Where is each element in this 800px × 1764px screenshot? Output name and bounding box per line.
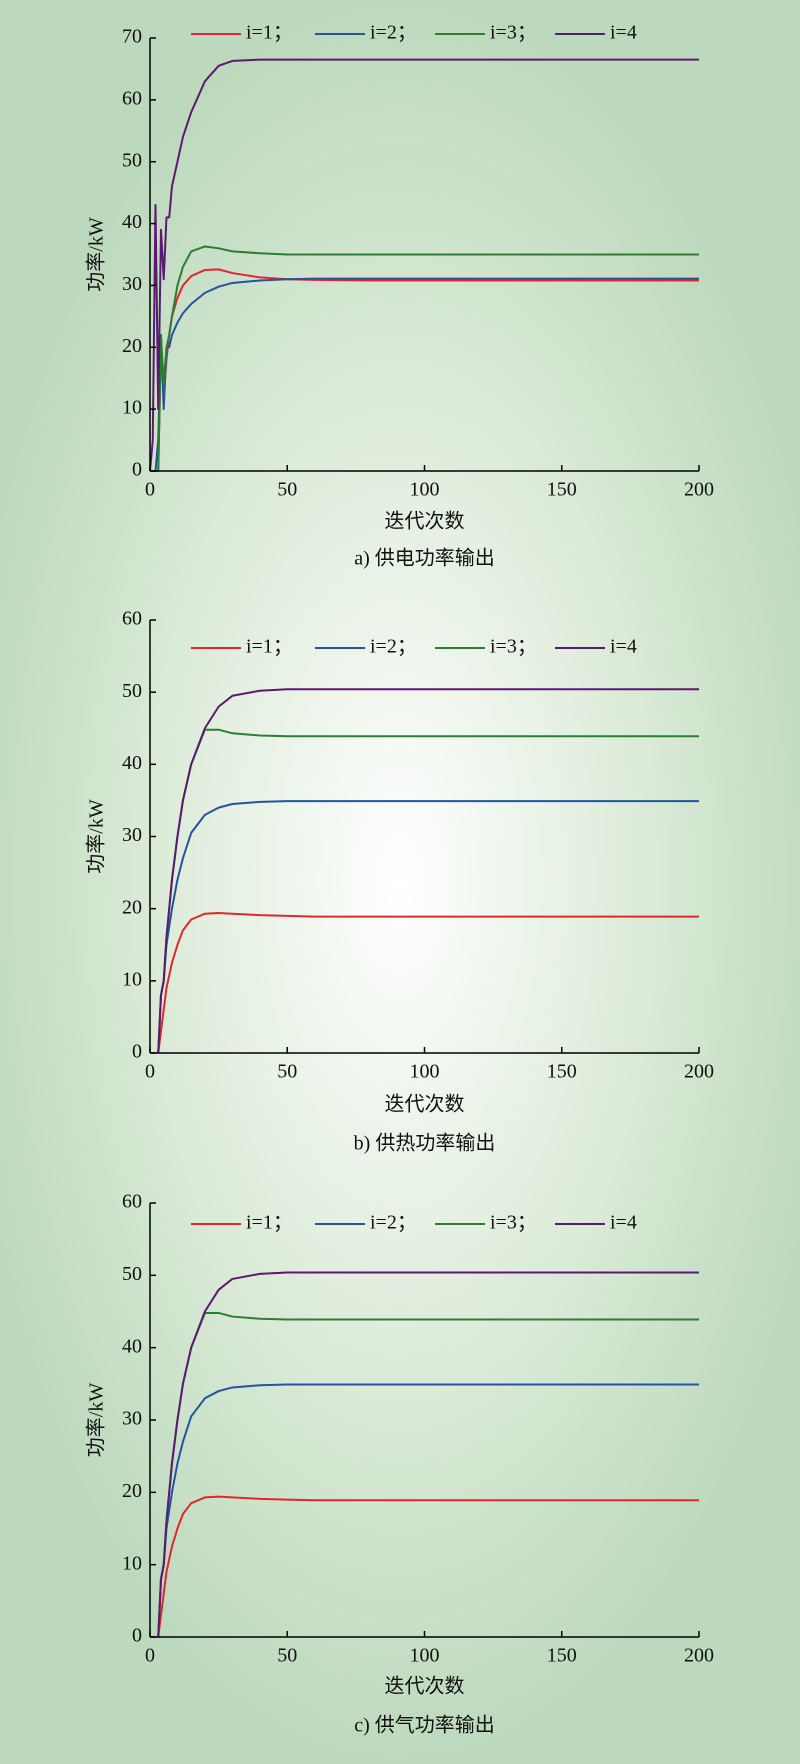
y-tick-label: 30 (122, 824, 142, 846)
y-tick-label: 50 (122, 149, 142, 171)
legend-label: i=1； (246, 636, 293, 658)
y-tick-label: 20 (122, 896, 142, 918)
x-tick-label: 50 (277, 1645, 297, 1667)
series-line (157, 1271, 699, 1638)
legend-label: i=2； (370, 22, 417, 44)
series-line (157, 1383, 699, 1638)
series-line (157, 1311, 699, 1638)
series-line (157, 728, 699, 1054)
y-tick-label: 60 (122, 87, 142, 109)
x-axis-label: 迭代次数 (385, 510, 465, 533)
y-tick-label: 10 (122, 397, 142, 419)
y-tick-label: 0 (132, 1625, 142, 1647)
y-axis-label: 功率/kW (85, 799, 108, 874)
y-tick-label: 50 (122, 1263, 142, 1285)
x-tick-label: 200 (684, 1645, 714, 1667)
series-line (157, 1495, 699, 1638)
legend-label: i=4 (610, 22, 637, 44)
y-tick-label: 50 (122, 680, 142, 702)
y-axis-label: 功率/kW (85, 1383, 108, 1458)
x-tick-label: 50 (277, 1061, 297, 1083)
x-axis-label: 迭代次数 (385, 1675, 465, 1698)
y-tick-label: 40 (122, 1335, 142, 1357)
y-tick-label: 20 (122, 1480, 142, 1502)
y-tick-label: 40 (122, 752, 142, 774)
series-line (150, 277, 699, 472)
x-tick-label: 50 (277, 479, 297, 501)
legend-label: i=2； (370, 636, 417, 658)
series-line (157, 912, 699, 1054)
legend-label: i=3； (490, 636, 537, 658)
x-axis-label: 迭代次数 (385, 1093, 465, 1116)
y-tick-label: 0 (132, 1041, 142, 1063)
x-tick-label: 0 (145, 1645, 155, 1667)
x-tick-label: 100 (410, 479, 440, 501)
legend-label: i=3； (490, 22, 537, 44)
y-tick-label: 40 (122, 211, 142, 233)
series-line (150, 268, 699, 472)
x-tick-label: 150 (547, 479, 577, 501)
y-tick-label: 30 (122, 1408, 142, 1430)
legend-label: i=4 (610, 1212, 637, 1234)
series-line (157, 800, 699, 1054)
y-tick-label: 10 (122, 1552, 142, 1574)
x-tick-label: 200 (684, 479, 714, 501)
y-tick-label: 10 (122, 968, 142, 990)
caption: b) 供热功率输出 (354, 1132, 496, 1155)
x-tick-label: 100 (410, 1645, 440, 1667)
y-tick-label: 70 (122, 26, 142, 48)
y-tick-label: 0 (132, 459, 142, 481)
legend-label: i=3； (490, 1212, 537, 1234)
x-tick-label: 150 (547, 1645, 577, 1667)
series-line (157, 688, 699, 1054)
x-tick-label: 0 (145, 479, 155, 501)
x-tick-label: 0 (145, 1061, 155, 1083)
legend-label: i=2； (370, 1212, 417, 1234)
legend-label: i=1； (246, 22, 293, 44)
y-tick-label: 20 (122, 335, 142, 357)
series-line (149, 58, 699, 472)
x-tick-label: 150 (547, 1061, 577, 1083)
y-tick-label: 60 (122, 608, 142, 630)
series-line (150, 245, 699, 472)
legend-label: i=1； (246, 1212, 293, 1234)
caption: c) 供气功率输出 (354, 1714, 495, 1737)
y-tick-label: 60 (122, 1191, 142, 1213)
y-tick-label: 30 (122, 273, 142, 295)
caption: a) 供电功率输出 (354, 547, 495, 570)
y-axis-label: 功率/kW (85, 217, 108, 292)
x-tick-label: 100 (410, 1061, 440, 1083)
legend-label: i=4 (610, 636, 637, 658)
x-tick-label: 200 (684, 1061, 714, 1083)
